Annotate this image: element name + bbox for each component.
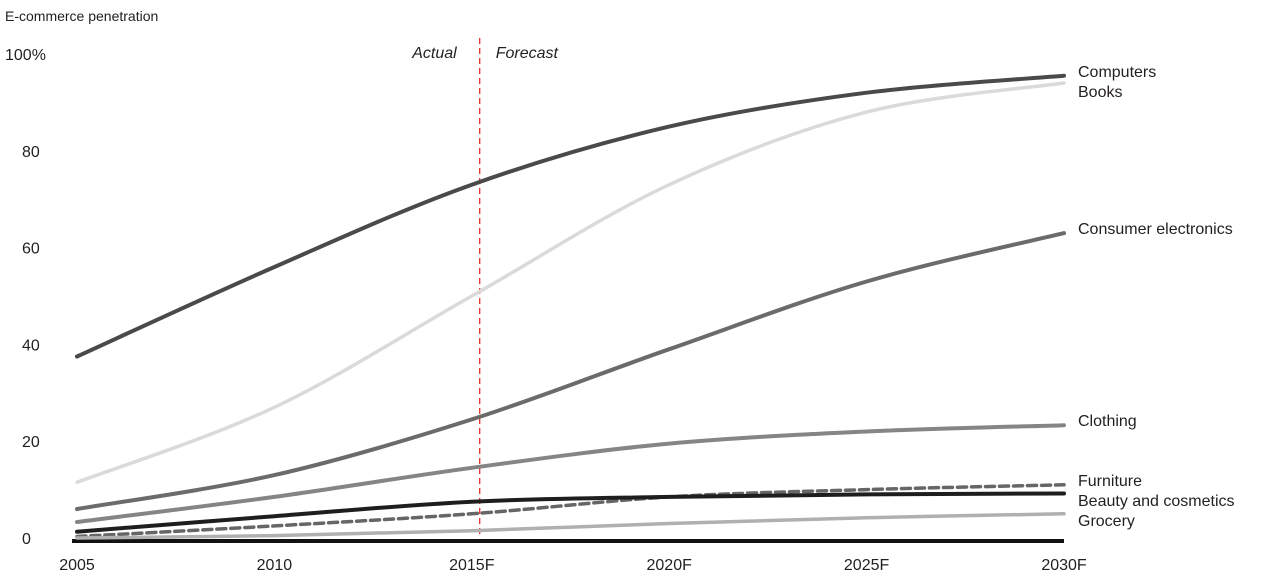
series-labels: Computers Books Consumer electronics Clothi…: [1078, 64, 1235, 530]
x-tick-label: 2030F: [1041, 557, 1087, 574]
series-lines: [75, 73, 1066, 540]
series-line-beauty-and-cosmetics: [75, 491, 1066, 534]
series-line-consumer-electronics: [75, 231, 1066, 511]
y-tick-label: 60: [22, 241, 40, 258]
series-label-furniture: Furniture: [1078, 473, 1142, 490]
series-line-books: [75, 81, 1066, 485]
y-tick-label: 100%: [5, 47, 46, 64]
series-label-beauty-and-cosmetics: Beauty and cosmetics: [1078, 493, 1235, 510]
x-tick-label: 2015F: [449, 557, 495, 574]
forecast-label: Forecast: [496, 45, 559, 62]
y-tick-label: 40: [22, 337, 40, 354]
series-label-computers: Computers: [1078, 64, 1156, 81]
actual-label: Actual: [411, 45, 457, 62]
x-axis-ticks: 2005 2010 2015F 2020F 2025F 2030F: [59, 557, 1087, 574]
x-tick-label: 2010: [257, 557, 293, 574]
series-line-computers: [75, 73, 1066, 359]
y-tick-label: 80: [22, 144, 40, 161]
x-tick-label: 2020F: [647, 557, 693, 574]
series-label-grocery: Grocery: [1078, 513, 1135, 530]
y-tick-label: 0: [22, 531, 31, 548]
actual-forecast-divider: Actual Forecast: [411, 38, 558, 538]
series-label-books: Books: [1078, 84, 1122, 101]
y-tick-label: 20: [22, 434, 40, 451]
y-axis-label: E-commerce penetration: [5, 8, 158, 24]
x-tick-label: 2025F: [844, 557, 890, 574]
series-label-clothing: Clothing: [1078, 413, 1137, 430]
series-label-consumer-electronics: Consumer electronics: [1078, 221, 1233, 238]
series-line-furniture: [75, 483, 1066, 539]
series-line-grocery: [75, 512, 1066, 540]
x-tick-label: 2005: [59, 557, 95, 574]
series-line-clothing: [75, 423, 1066, 524]
y-axis-ticks: 0 20 40 60 80 100%: [5, 47, 46, 548]
